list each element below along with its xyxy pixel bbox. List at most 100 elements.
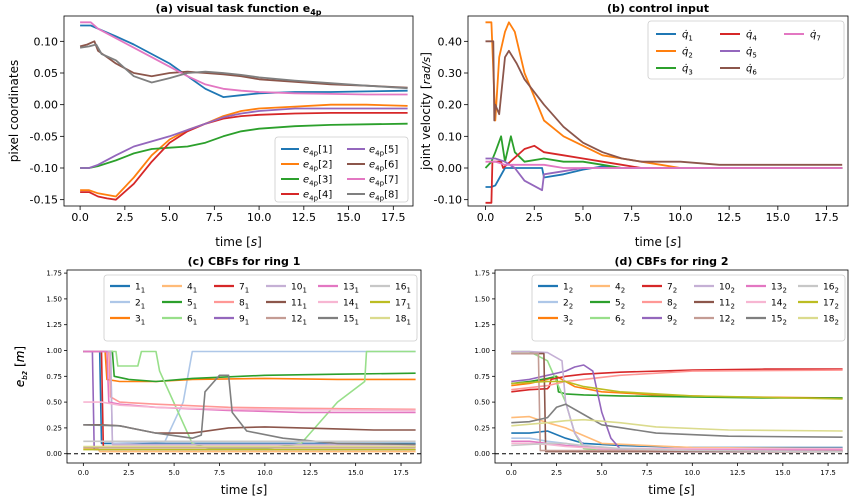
legend-label: 91	[239, 315, 249, 327]
series-line-6	[83, 350, 416, 450]
chart-title: (a) visual task function e4p	[156, 2, 322, 17]
legend-label: 132	[771, 283, 787, 295]
series-line-14	[83, 401, 416, 412]
x-tick-label: 0.0	[71, 211, 89, 224]
series-line-18	[511, 418, 843, 432]
legend-label: 141	[343, 299, 359, 311]
x-tick-label: 5.0	[169, 469, 180, 477]
legend-label: 102	[719, 283, 735, 295]
x-axis-label: time [s]	[215, 235, 262, 249]
x-tick-label: 0.0	[78, 469, 89, 477]
y-tick-label: 0.25	[474, 424, 490, 432]
legend-label: e4p[7]	[369, 175, 398, 188]
x-tick-label: 15.0	[766, 211, 791, 224]
plot-frame	[63, 15, 414, 207]
series-line-5	[83, 350, 416, 383]
series-line-8	[83, 350, 416, 411]
series-line-4	[80, 112, 408, 201]
series-line-7	[511, 368, 843, 393]
y-tick-label: 0.20	[438, 99, 463, 112]
x-tick-label: 15.0	[348, 469, 364, 477]
x-tick-label: 5.0	[574, 211, 592, 224]
y-tick-label: 1.75	[474, 270, 490, 278]
legend-label: 122	[719, 315, 735, 327]
y-tick-label: 0.50	[46, 399, 62, 407]
legend-label: e4p[2]	[303, 160, 332, 173]
plot-frame	[66, 269, 422, 464]
y-tick-label: -0.10	[434, 194, 462, 207]
x-tick-label: 10.0	[257, 469, 273, 477]
y-tick-label: 0.30	[438, 67, 463, 80]
legend-label: q̇1	[682, 29, 693, 43]
legend-label: e4p[5]	[369, 145, 398, 158]
legend: q̇1 q̇2 q̇3 q̇4 q̇5 q̇6 q̇7	[647, 20, 845, 80]
legend-label: 121	[291, 315, 307, 327]
y-tick-label: 1.50	[474, 295, 490, 303]
series-line-14	[511, 442, 843, 450]
series-line-12	[511, 352, 843, 452]
series-line-6	[485, 40, 843, 166]
legend-label: e4p[8]	[369, 190, 398, 203]
legend-label: q̇5	[746, 46, 757, 60]
legend-label: 152	[771, 315, 787, 327]
x-tick-label: 0.0	[477, 211, 495, 224]
legend-box	[647, 20, 845, 80]
y-tick-label: 1.00	[474, 347, 490, 355]
legend-label: 161	[395, 283, 411, 295]
x-tick-label: 12.5	[292, 211, 317, 224]
series-line-4	[511, 415, 843, 450]
legend-label: q̇2	[682, 46, 693, 60]
legend-label: 142	[771, 299, 787, 311]
panel-d: (d) CBFs for ring 2 0.0 2.5 5.0 7.5 10.0 12.5 1…	[13, 255, 849, 497]
y-axis-label: pixel coordinates	[7, 60, 21, 162]
legend-box	[531, 274, 846, 342]
legend-label: e4p[1]	[303, 145, 332, 158]
legend-label: 82	[667, 299, 677, 311]
chart-title: (b) control input	[607, 2, 709, 15]
legend-label: 41	[187, 283, 197, 295]
y-axis-label: joint velocity [rad/s]	[419, 52, 433, 171]
series-line-13	[511, 440, 843, 451]
legend-label: 31	[135, 315, 145, 327]
y-tick-label: 1.25	[46, 321, 62, 329]
x-tick-label: 10.0	[685, 469, 701, 477]
y-tick-label: 0.75	[46, 373, 62, 381]
y-axis-label: eb2 [m]	[13, 346, 29, 387]
legend-label: 61	[187, 315, 197, 327]
legend-label: q̇6	[746, 63, 757, 77]
x-tick-label: 10.0	[247, 211, 272, 224]
legend-label: 101	[291, 283, 307, 295]
x-tick-label: 7.5	[623, 211, 641, 224]
legend-label: 42	[615, 283, 625, 295]
x-tick-label: 17.5	[393, 469, 409, 477]
x-tick-label: 5.0	[596, 469, 607, 477]
panel-a: (a) visual task function e4p 0.0 2.5 5.0 7.5…	[7, 2, 414, 249]
panel-c: (c) CBFs for ring 1 0.0 2.5 5.0 7.5 10.0 12.5 1…	[13, 255, 422, 497]
legend-label: 32	[563, 315, 573, 327]
x-tick-label: 15.0	[336, 211, 361, 224]
legend-label: e4p[3]	[303, 175, 332, 188]
series-line-15	[511, 403, 843, 438]
x-tick-label: 17.5	[814, 211, 839, 224]
y-tick-label: 1.75	[46, 270, 62, 278]
series-line-7	[485, 160, 843, 169]
legend-label: 131	[343, 283, 359, 295]
legend-box	[274, 136, 409, 203]
series-line-7	[80, 21, 408, 96]
legend-box	[103, 274, 418, 342]
x-tick-label: 2.5	[551, 469, 562, 477]
x-tick-label: 7.5	[641, 469, 652, 477]
series-line-16	[511, 442, 843, 453]
legend-label: 12	[563, 283, 573, 295]
panel-b: (b) control input 0.0 2.5 5.0 7.5 10.0 12.5 15.…	[419, 2, 849, 249]
x-axis-label: time [s]	[221, 483, 268, 497]
y-tick-label: 0.05	[34, 67, 59, 80]
legend-label: 51	[187, 299, 197, 311]
legend-label: 72	[667, 283, 677, 295]
y-tick-label: 1.25	[474, 321, 490, 329]
legend-label: q̇4	[746, 29, 757, 43]
y-tick-label: 0.40	[438, 35, 463, 48]
x-tick-label: 17.5	[820, 469, 836, 477]
x-tick-label: 2.5	[116, 211, 134, 224]
